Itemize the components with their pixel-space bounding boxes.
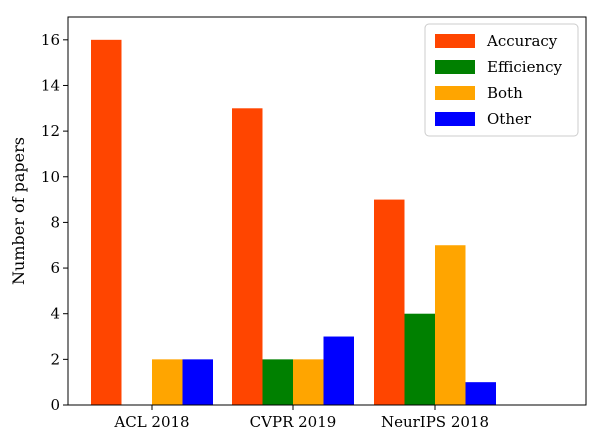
y-tick-label: 10 (41, 168, 60, 186)
bars-group (91, 39, 496, 406)
legend-swatch-efficiency (435, 60, 475, 74)
x-tick-label: CVPR 2019 (250, 413, 337, 431)
bar-other-0 (182, 359, 213, 405)
plot-frame (67, 16, 587, 406)
legend-swatch-accuracy (435, 34, 475, 48)
x-tick-label: NeurIPS 2018 (381, 413, 489, 431)
x-axis: ACL 2018 CVPR 2019 NeurIPS 2018 (113, 405, 489, 431)
bar-other-1 (323, 336, 354, 405)
y-tick-label: 14 (41, 76, 60, 94)
y-axis: 0 2 4 6 8 10 12 14 16 (41, 31, 68, 414)
y-tick-label: 2 (50, 350, 60, 368)
y-tick-label: 0 (50, 396, 60, 414)
legend-label-both: Both (487, 84, 523, 102)
legend-label-accuracy: Accuracy (486, 32, 558, 50)
y-axis-label: Number of papers (9, 137, 28, 285)
legend-box (424, 23, 579, 137)
y-tick-label: 12 (41, 122, 60, 140)
bar-accuracy-1 (232, 108, 263, 405)
bar-accuracy-0 (91, 39, 122, 406)
y-tick-label: 4 (50, 305, 60, 323)
bar-efficiency-1 (262, 359, 293, 405)
y-tick-label: 16 (41, 31, 60, 49)
legend-label-other: Other (487, 110, 532, 128)
legend-swatch-both (435, 86, 475, 100)
bar-accuracy-2 (374, 199, 405, 405)
legend-swatch-other (435, 112, 475, 126)
bar-both-0 (152, 359, 183, 405)
bar-both-1 (293, 359, 324, 405)
bar-efficiency-2 (404, 313, 435, 405)
y-tick-label: 8 (50, 213, 60, 231)
legend-label-efficiency: Efficiency (487, 58, 563, 76)
x-tick-label: ACL 2018 (113, 413, 189, 431)
bar-both-2 (435, 245, 466, 405)
bar-other-2 (465, 382, 496, 405)
y-tick-label: 6 (50, 259, 60, 277)
legend: Accuracy Efficiency Both Other (424, 23, 579, 137)
